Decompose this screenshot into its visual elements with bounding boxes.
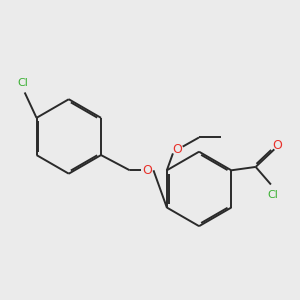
Text: O: O bbox=[172, 143, 182, 156]
Text: O: O bbox=[142, 164, 152, 177]
Text: Cl: Cl bbox=[18, 78, 28, 88]
Text: O: O bbox=[273, 140, 283, 152]
Text: Cl: Cl bbox=[267, 190, 278, 200]
